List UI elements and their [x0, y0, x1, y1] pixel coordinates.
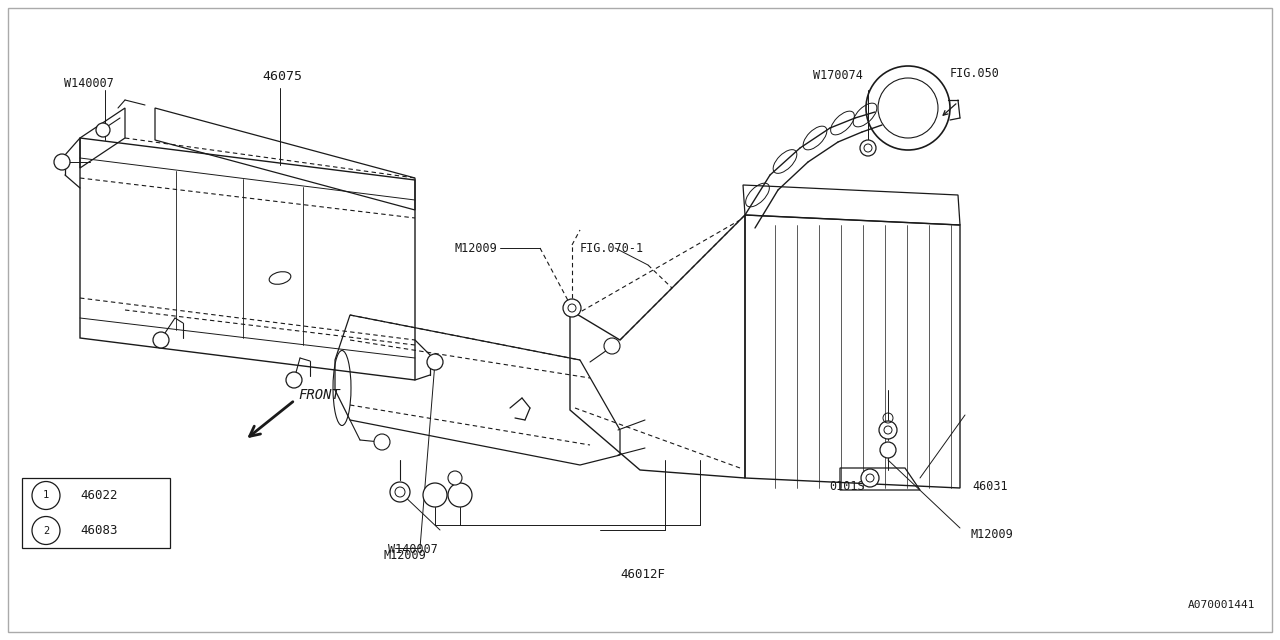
Circle shape: [881, 442, 896, 458]
Text: 2: 2: [457, 490, 463, 500]
Circle shape: [285, 372, 302, 388]
Circle shape: [422, 483, 447, 507]
Text: M12009: M12009: [384, 549, 426, 562]
Text: FRONT: FRONT: [298, 388, 340, 402]
Circle shape: [154, 332, 169, 348]
Circle shape: [32, 516, 60, 545]
Circle shape: [374, 434, 390, 450]
Circle shape: [861, 469, 879, 487]
Text: 46012F: 46012F: [621, 568, 666, 581]
Circle shape: [879, 421, 897, 439]
Text: A070001441: A070001441: [1188, 600, 1254, 610]
Circle shape: [54, 154, 70, 170]
Text: FIG.070-1: FIG.070-1: [580, 242, 644, 255]
Text: 46075: 46075: [262, 70, 302, 83]
Text: W170074: W170074: [813, 69, 863, 82]
Circle shape: [32, 481, 60, 509]
Text: 2: 2: [42, 525, 49, 536]
Bar: [22, 478, 170, 548]
Text: 46031: 46031: [973, 480, 1009, 493]
Circle shape: [448, 483, 472, 507]
Circle shape: [448, 471, 462, 485]
Circle shape: [390, 482, 410, 502]
Circle shape: [604, 338, 620, 354]
Circle shape: [860, 140, 876, 156]
Text: 0101S: 0101S: [829, 480, 865, 493]
Circle shape: [96, 123, 110, 137]
Text: FIG.050: FIG.050: [950, 67, 1000, 80]
Circle shape: [428, 354, 443, 370]
Text: M12009: M12009: [970, 528, 1012, 541]
Text: W140007: W140007: [388, 543, 438, 556]
Text: M12009: M12009: [454, 242, 497, 255]
Text: 1: 1: [42, 490, 49, 500]
Text: 46022: 46022: [79, 489, 118, 502]
Circle shape: [563, 299, 581, 317]
Text: 1: 1: [433, 490, 438, 500]
Text: 46083: 46083: [79, 524, 118, 537]
Text: W140007: W140007: [64, 77, 114, 90]
